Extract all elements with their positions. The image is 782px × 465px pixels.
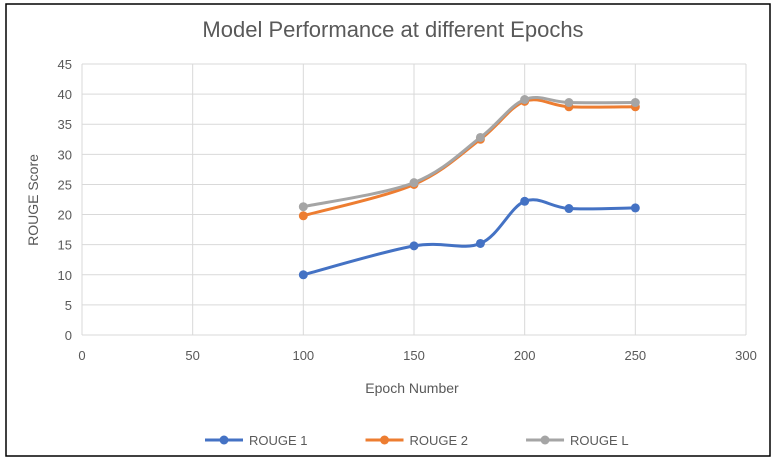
legend-marker bbox=[219, 435, 229, 445]
x-tick-label: 200 bbox=[514, 348, 536, 363]
legend-item: ROUGE 1 bbox=[205, 433, 308, 448]
y-tick-label: 5 bbox=[65, 298, 72, 313]
y-tick-label: 40 bbox=[58, 87, 72, 102]
legend-label: ROUGE 1 bbox=[249, 433, 308, 448]
data-point bbox=[409, 241, 419, 251]
series-lines bbox=[298, 95, 640, 280]
chart-title: Model Performance at different Epochs bbox=[202, 17, 583, 42]
chart-border bbox=[5, 3, 771, 457]
series-line bbox=[301, 198, 637, 277]
legend-item: ROUGE L bbox=[526, 433, 629, 448]
x-tick-label: 250 bbox=[624, 348, 646, 363]
series-line bbox=[301, 95, 637, 209]
legend-label: ROUGE 2 bbox=[410, 433, 469, 448]
legend-marker bbox=[540, 435, 550, 445]
series-rouge-1 bbox=[298, 196, 640, 280]
legend-label: ROUGE L bbox=[570, 433, 629, 448]
data-point bbox=[409, 178, 419, 188]
data-point bbox=[520, 196, 530, 206]
series-rouge-l bbox=[298, 95, 640, 212]
data-point bbox=[520, 95, 530, 105]
data-point bbox=[298, 202, 308, 212]
data-point bbox=[298, 211, 308, 221]
tick-labels: 0 5 10 15 20 25 30 35 40 45 0 50 100 150 200 250 300 bbox=[58, 57, 757, 363]
legend-item: ROUGE 2 bbox=[365, 433, 469, 448]
x-axis-label: Epoch Number bbox=[365, 380, 459, 396]
y-tick-label: 15 bbox=[58, 238, 72, 253]
x-tick-label: 100 bbox=[292, 348, 314, 363]
y-tick-label: 20 bbox=[58, 208, 72, 223]
data-point bbox=[564, 98, 574, 108]
y-tick-label: 45 bbox=[58, 57, 72, 72]
data-point bbox=[475, 238, 485, 248]
y-tick-label: 10 bbox=[58, 268, 72, 283]
legend-marker bbox=[380, 435, 390, 445]
y-tick-label: 30 bbox=[58, 147, 72, 162]
data-point bbox=[475, 132, 485, 142]
x-tick-label: 0 bbox=[78, 348, 85, 363]
data-point bbox=[630, 98, 640, 108]
y-tick-label: 35 bbox=[58, 117, 72, 132]
gridlines bbox=[81, 63, 747, 336]
data-point bbox=[564, 204, 574, 214]
x-tick-label: 150 bbox=[403, 348, 425, 363]
data-point bbox=[298, 270, 308, 280]
legend: ROUGE 1 ROUGE 2 ROUGE L bbox=[205, 433, 629, 448]
y-axis-label: ROUGE Score bbox=[25, 154, 41, 246]
x-tick-label: 300 bbox=[735, 348, 757, 363]
data-point bbox=[630, 203, 640, 213]
y-tick-label: 25 bbox=[58, 177, 72, 192]
y-tick-label: 0 bbox=[65, 328, 72, 343]
x-tick-label: 50 bbox=[185, 348, 199, 363]
